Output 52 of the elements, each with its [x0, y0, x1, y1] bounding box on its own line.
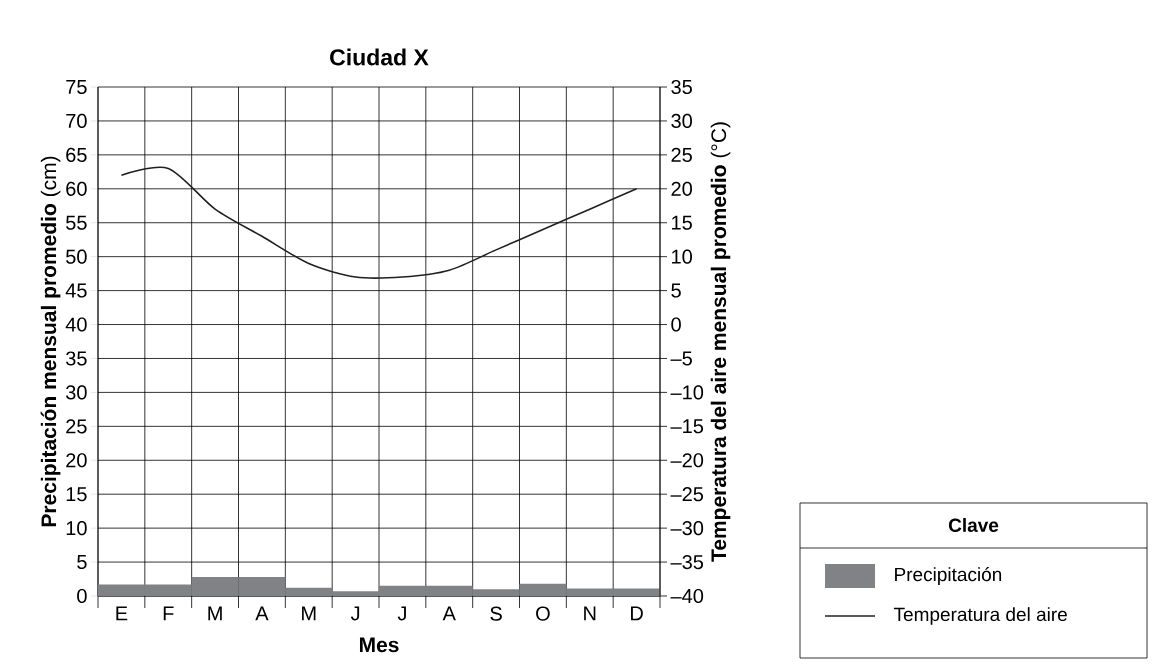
y-tick-label: 60 — [66, 181, 87, 196]
y2-tick-label: –35 — [670, 554, 704, 570]
y-tick-label: 55 — [66, 215, 87, 230]
y-tick-label: 75 — [66, 80, 87, 94]
y-tick-label: 5 — [77, 555, 87, 570]
y2-tick-label: 10 — [672, 249, 692, 264]
y-tick-label: 40 — [65, 317, 87, 332]
x-tick-label: A — [442, 606, 456, 621]
legend-label: Precipitación — [895, 567, 1002, 585]
y-tick-label: 45 — [65, 283, 87, 298]
x-tick-label: J — [397, 606, 406, 621]
x-tick-label: F — [163, 606, 174, 621]
y2-tick-label: 20 — [671, 181, 692, 196]
x-tick-label: N — [584, 606, 596, 621]
x-axis-title: Mes — [359, 637, 399, 653]
x-tick-label: D — [631, 606, 643, 621]
x-tick-label: M — [208, 606, 222, 621]
y-tick-label: 35 — [66, 351, 87, 366]
y-tick-label: 25 — [66, 419, 87, 434]
y2-tick-label: –30 — [670, 521, 704, 536]
y-tick-label: 70 — [66, 113, 87, 129]
x-tick-label: E — [116, 606, 128, 621]
line-series — [120, 166, 638, 279]
chart-title: Ciudad X — [330, 48, 429, 66]
y2-tick-label: 30 — [671, 113, 692, 129]
legend-label: Temperatura del aire — [893, 607, 1067, 625]
y2-tick-label: 5 — [671, 283, 681, 298]
x-tick-label: O — [536, 606, 550, 621]
y-tick-label: 30 — [66, 385, 87, 400]
y-tick-label: 20 — [66, 453, 87, 468]
y2-tick-label: 0 — [671, 317, 681, 332]
y2-tick-label: –40 — [670, 588, 704, 604]
y2-tick-label: 15 — [672, 215, 692, 230]
legend-title: Clave — [948, 518, 999, 532]
y2-tick-label: –10 — [670, 385, 704, 400]
x-tick-label: A — [255, 606, 269, 621]
x-tick-label: M — [302, 606, 316, 621]
y-tick-label: 0 — [77, 588, 87, 604]
y-tick-label: 15 — [66, 487, 87, 502]
y2-tick-label: 25 — [671, 147, 692, 162]
y2-tick-label: –15 — [670, 419, 704, 434]
y-tick-label: 10 — [66, 521, 87, 536]
x-tick-label: J — [350, 606, 360, 621]
y2-tick-label: –25 — [670, 487, 704, 502]
y-tick-label: 65 — [66, 147, 87, 162]
y2-tick-label: 35 — [671, 79, 692, 95]
y2-tick-label: –20 — [670, 453, 704, 468]
y2-axis-title: Temperatura del aire mensual promedio (°C) — [710, 122, 731, 562]
y2-tick-label: –5 — [670, 351, 692, 366]
y-axis-title: Precipitación mensual promedio (cm) — [40, 156, 61, 527]
y-tick-label: 50 — [66, 249, 87, 264]
x-tick-label: S — [490, 606, 502, 621]
